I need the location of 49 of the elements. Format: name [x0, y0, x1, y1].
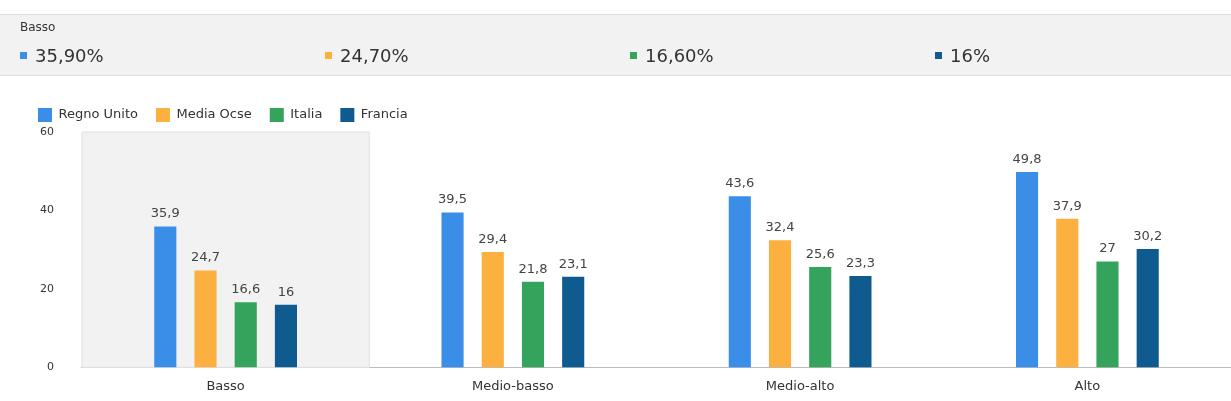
bar: [274, 304, 297, 368]
data-label: 24,7: [191, 249, 220, 265]
text: 24,70%: [340, 45, 409, 66]
x-tick-label: Basso: [206, 377, 245, 393]
bar: [1136, 248, 1159, 368]
data-label: 49,8: [1012, 150, 1042, 166]
data-label: 23,3: [845, 254, 875, 270]
data-label: 23,1: [558, 255, 588, 271]
data-label: 16: [277, 283, 295, 299]
text: 35,90%: [35, 45, 104, 66]
legend-label: Regno Unito: [58, 106, 138, 122]
bar: [1056, 218, 1079, 368]
legend-label: Italia: [290, 106, 323, 122]
x-tick-label: Medio-alto: [765, 377, 835, 393]
bar: [728, 196, 751, 368]
data-label: 27: [1099, 240, 1116, 256]
data-label: 43,6: [725, 175, 755, 191]
data-label: 21,8: [518, 260, 548, 276]
bar: [849, 275, 872, 368]
bar: [768, 240, 792, 368]
x-tick-label: Alto: [1074, 377, 1101, 393]
text: 16%: [950, 45, 991, 66]
y-tick-label: 0: [47, 360, 54, 374]
y-tick-label: 40: [40, 203, 54, 217]
bar: [441, 212, 464, 368]
bar: [1015, 172, 1039, 368]
bar: [194, 270, 217, 368]
data-label: 39,5: [438, 191, 468, 207]
bar: [809, 266, 832, 368]
data-label: 32,4: [765, 219, 795, 235]
y-tick-label: 20: [40, 281, 54, 295]
legend-label: Media Ocse: [176, 106, 252, 122]
bar: [234, 302, 257, 368]
bar: [1096, 261, 1119, 368]
text: Basso: [20, 20, 56, 34]
data-label: 16,6: [231, 281, 261, 297]
data-label: 37,9: [1052, 197, 1082, 213]
text: 16,60%: [645, 45, 714, 66]
legend-label: Francia: [360, 106, 408, 122]
bar: [481, 252, 504, 368]
bar: [521, 281, 545, 368]
data-label: 29,4: [478, 230, 508, 246]
y-tick-label: 60: [40, 124, 54, 138]
data-label: 25,6: [805, 245, 835, 261]
data-label: 30,2: [1133, 227, 1163, 243]
data-label: 35,9: [150, 205, 180, 221]
bar: [154, 226, 177, 368]
bar: [562, 276, 585, 368]
x-tick-label: Medio-basso: [472, 377, 554, 393]
